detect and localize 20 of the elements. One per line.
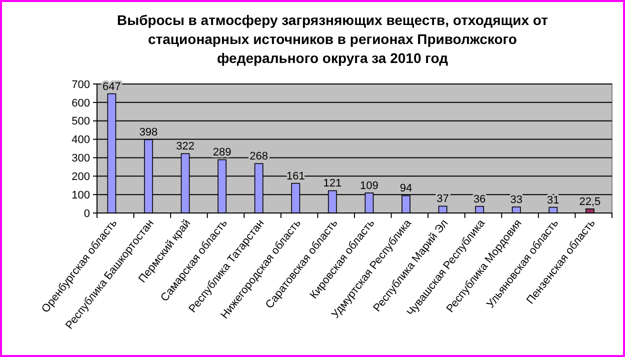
data-label: 398	[139, 126, 158, 139]
data-label: 322	[176, 140, 194, 153]
y-tick-label: 0	[84, 208, 90, 220]
data-label: 94	[400, 182, 412, 195]
data-label: 289	[212, 146, 232, 159]
y-tick-label: 100	[72, 189, 90, 202]
data-label: 31	[547, 194, 560, 206]
data-label: 121	[323, 178, 342, 190]
y-tick-label: 600	[72, 97, 90, 110]
data-label: 109	[360, 180, 378, 192]
y-tick-label: 500	[72, 116, 90, 128]
data-label: 36	[473, 193, 486, 206]
data-label: 22,5	[579, 196, 601, 208]
y-tick-label: 700	[72, 78, 90, 91]
y-tick-label: 300	[72, 152, 90, 165]
y-tick-label: 400	[72, 134, 90, 146]
data-label: 33	[510, 194, 522, 206]
y-tick-label: 200	[72, 170, 90, 183]
chart-title: Выбросы в атмосферу загрязняющих веществ, отходящих от стационарных источников в регионах Приволжского федерального округа за 2010 год	[117, 12, 548, 66]
data-label: 647	[102, 80, 121, 93]
